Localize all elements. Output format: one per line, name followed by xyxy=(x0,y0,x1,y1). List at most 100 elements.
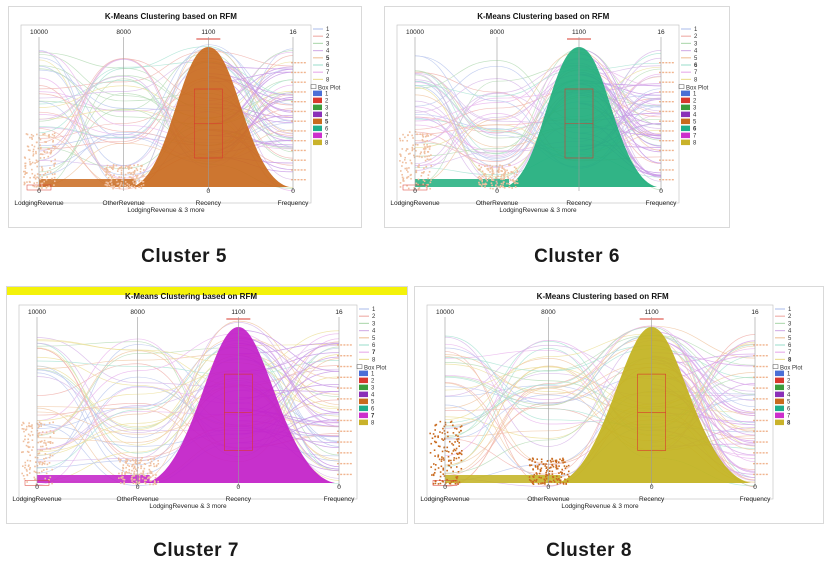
data-point xyxy=(406,184,408,187)
data-point xyxy=(511,179,514,182)
data-point xyxy=(25,444,28,447)
data-point xyxy=(113,185,115,188)
data-point xyxy=(41,463,44,466)
data-point xyxy=(762,365,765,368)
data-point xyxy=(24,173,26,176)
data-point xyxy=(300,110,303,113)
data-point xyxy=(447,464,450,467)
data-point xyxy=(549,459,552,462)
data-point xyxy=(412,144,414,147)
series-line xyxy=(238,329,340,372)
legend-color-swatch xyxy=(313,90,322,97)
data-point xyxy=(551,470,554,473)
data-point xyxy=(291,101,293,103)
data-point xyxy=(534,465,537,467)
data-point xyxy=(49,152,52,155)
legend-line-label: 5 xyxy=(372,336,376,342)
data-point xyxy=(665,159,668,161)
data-point xyxy=(110,176,113,179)
legend-color-label: 5 xyxy=(371,400,375,406)
data-point xyxy=(132,459,135,462)
data-point xyxy=(438,458,441,461)
data-point xyxy=(111,185,114,188)
data-point xyxy=(402,177,405,180)
data-point xyxy=(346,462,349,465)
data-point xyxy=(105,181,108,184)
data-point xyxy=(110,166,113,169)
data-point xyxy=(122,179,124,181)
data-point xyxy=(49,476,52,479)
data-point xyxy=(111,183,113,185)
data-point xyxy=(48,136,50,139)
data-point xyxy=(401,165,403,167)
data-point xyxy=(49,436,52,438)
axis-name-label: OtherRevenue xyxy=(117,496,160,503)
data-point xyxy=(532,458,535,460)
data-point xyxy=(458,481,461,484)
data-point xyxy=(133,466,136,469)
data-point xyxy=(54,162,56,165)
data-point xyxy=(291,169,293,171)
data-point xyxy=(410,162,413,164)
data-point xyxy=(142,181,144,183)
legend-color-swatch xyxy=(775,412,784,419)
legend-boxplot-icon xyxy=(772,364,779,369)
data-point xyxy=(135,462,138,465)
data-point xyxy=(136,174,139,177)
data-point xyxy=(662,130,665,132)
axis-max-label: 1100 xyxy=(201,29,215,36)
data-point xyxy=(556,475,558,478)
data-point xyxy=(125,458,128,461)
data-point xyxy=(442,467,445,470)
data-point xyxy=(149,470,151,473)
data-point xyxy=(455,476,458,479)
data-point xyxy=(24,466,26,469)
data-point xyxy=(54,145,57,148)
data-point xyxy=(511,171,514,174)
data-point xyxy=(753,408,755,411)
data-point xyxy=(411,148,414,151)
data-point xyxy=(457,438,460,440)
data-point xyxy=(340,419,343,422)
data-point xyxy=(455,428,458,430)
data-point xyxy=(118,477,120,479)
legend-color-label: 4 xyxy=(787,393,791,399)
data-point xyxy=(133,179,136,181)
chart-svg: K-Means Clustering based on RFM 10000 0 Lod… xyxy=(420,292,802,510)
data-point xyxy=(399,186,402,188)
data-point xyxy=(457,435,459,437)
data-point xyxy=(346,355,349,357)
data-point xyxy=(416,133,418,136)
data-point xyxy=(120,476,123,479)
data-point xyxy=(133,169,136,172)
data-point xyxy=(402,180,404,182)
data-point xyxy=(426,146,429,148)
data-point xyxy=(35,461,37,463)
data-point xyxy=(482,173,485,176)
data-point xyxy=(294,91,297,93)
data-point xyxy=(340,376,343,379)
data-point xyxy=(45,447,48,450)
data-point xyxy=(429,158,432,161)
data-point xyxy=(32,135,35,137)
data-point xyxy=(153,480,156,482)
axis-max-label: 16 xyxy=(289,29,297,36)
data-point xyxy=(425,135,428,137)
data-point xyxy=(297,130,300,132)
data-point xyxy=(532,482,534,485)
axis-min-label: 0 xyxy=(291,188,295,195)
data-point xyxy=(22,474,25,477)
data-point xyxy=(452,444,455,446)
data-point xyxy=(136,175,138,178)
series-line xyxy=(414,66,662,177)
data-point xyxy=(668,149,671,152)
axis-min-label: 0 xyxy=(650,484,654,491)
data-point xyxy=(495,184,497,186)
data-point xyxy=(297,120,300,122)
data-point xyxy=(759,452,762,454)
data-point xyxy=(31,424,33,426)
data-point xyxy=(135,177,138,179)
data-point xyxy=(106,184,108,187)
data-point xyxy=(303,149,306,152)
legend-color-label: 3 xyxy=(325,106,329,112)
